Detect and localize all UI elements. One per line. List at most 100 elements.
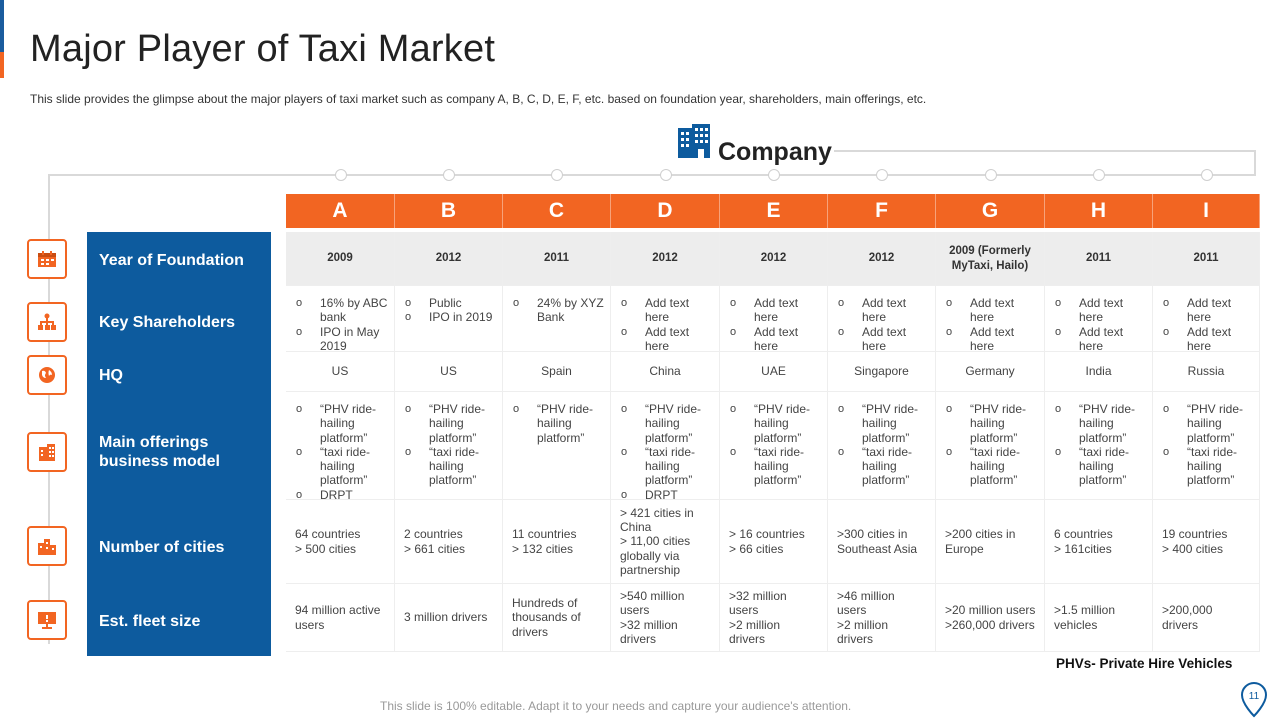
bullet-list: Add text hereAdd text here	[936, 286, 1044, 353]
list-item: Add text here	[945, 296, 1038, 325]
cell-hq-i: Russia	[1153, 352, 1260, 392]
cell-shareholders-c: 24% by XYZ Bank	[503, 286, 611, 352]
cell-shareholders-e: Add text hereAdd text here	[720, 286, 828, 354]
cell-fleet-i: >200,000 drivers	[1153, 584, 1260, 652]
cell-hq-h: India	[1045, 352, 1153, 392]
cell-line: 94 million active users	[295, 603, 381, 632]
cell-fleet-e: >32 million users >2 million drivers	[720, 584, 828, 652]
cell-cities-g: >200 cities in Europe	[936, 500, 1045, 584]
cell-shareholders-f: Add text hereAdd text here	[828, 286, 936, 353]
cell-line: 64 countries	[295, 527, 361, 542]
cell-fleet-g: >20 million users >260,000 drivers	[936, 584, 1045, 652]
connector-dot	[984, 169, 997, 181]
cell-fleet-b: 3 million drivers	[395, 584, 503, 652]
cell-offerings-g: “PHV ride-hailing platform”“taxi ride-ha…	[936, 392, 1045, 500]
cell-text: 2009	[327, 252, 353, 265]
list-item: “taxi ride-hailing platform”	[1162, 445, 1253, 488]
cell-year-g: 2009 (Formerly MyTaxi, Hailo)	[936, 232, 1045, 286]
list-item: Add text here	[1054, 296, 1146, 325]
cell-line: Hundreds of thousands of drivers	[512, 596, 581, 639]
list-item: Add text here	[620, 296, 713, 325]
bullet-list: Add text hereAdd text here	[1153, 286, 1259, 353]
cell-year-c: 2011	[503, 232, 611, 286]
list-item: “taxi ride-hailing platform”	[1054, 445, 1146, 488]
list-item: Add text here	[729, 325, 821, 354]
connector-dot	[659, 169, 672, 181]
cell-line: >540 million users	[620, 588, 685, 618]
cell-lines: 94 million active users	[286, 603, 394, 632]
connector-dot	[443, 169, 455, 181]
cell-text: US	[331, 364, 349, 379]
cell-cities-i: 19 countries > 400 cities	[1153, 500, 1260, 584]
cell-hq-b: US	[395, 352, 503, 392]
cell-shareholders-d: Add text hereAdd text here	[611, 286, 720, 353]
list-item: “PHV ride-hailing platform”	[1054, 402, 1146, 445]
cell-text: 2012	[868, 252, 895, 265]
row-label-hq: HQ	[99, 367, 123, 384]
cell-line: > 500 cities	[295, 541, 357, 556]
cell-line: > 132 cities	[512, 541, 574, 556]
column-header-i: I	[1153, 194, 1260, 228]
bullet-list: Add text hereAdd text here	[611, 286, 719, 353]
cell-line: > 421 cities in China	[620, 505, 694, 535]
bullet-list: PublicIPO in 2019	[395, 286, 502, 325]
cell-cities-c: 11 countries > 132 cities	[503, 500, 611, 584]
cell-offerings-i: “PHV ride-hailing platform”“taxi ride-ha…	[1153, 392, 1260, 500]
list-item: “PHV ride-hailing platform”	[945, 402, 1038, 445]
list-item: IPO in 2019	[404, 310, 496, 325]
list-item: “PHV ride-hailing platform”	[1162, 402, 1253, 445]
presentation-icon	[27, 600, 67, 640]
cell-lines: > 421 cities in China > 11,00 cities glob…	[611, 506, 719, 577]
cell-text: Spain	[541, 364, 572, 379]
cell-cities-b: 2 countries > 661 cities	[395, 500, 503, 584]
cell-hq-f: Singapore	[828, 352, 936, 392]
row-label-shareholders: Key Shareholders	[99, 314, 236, 331]
cell-text: 2012	[652, 252, 678, 265]
cell-lines: 6 countries > 161cities	[1045, 527, 1121, 556]
list-item: “taxi ride-hailing platform”	[945, 445, 1038, 488]
bullet-list: Add text hereAdd text here	[1045, 286, 1152, 353]
list-item: DRPT	[295, 488, 388, 503]
connector-dot	[551, 169, 563, 181]
column-header-g: G	[936, 194, 1045, 228]
cell-year-a: 2009	[286, 232, 395, 286]
cell-offerings-f: “PHV ride-hailing platform”“taxi ride-ha…	[828, 392, 936, 500]
slide-subtitle: This slide provides the glimpse about th…	[30, 92, 927, 106]
cell-line: >200,000 drivers	[1162, 603, 1213, 632]
bullet-list: “PHV ride-hailing platform”“taxi ride-ha…	[936, 392, 1044, 488]
cell-year-f: 2012	[828, 232, 936, 286]
cell-lines: >46 million users >2 million drivers	[828, 589, 935, 646]
cell-shareholders-i: Add text hereAdd text here	[1153, 286, 1260, 353]
row-label-cities: Number of cities	[99, 539, 225, 556]
list-item: Add text here	[837, 296, 929, 325]
row-label-fleet: Est. fleet size	[99, 613, 201, 630]
list-item: “taxi ride-hailing platform”	[837, 445, 929, 488]
cell-lines: > 16 countries > 66 cities	[720, 527, 813, 556]
connector-dot	[1093, 169, 1105, 181]
cell-year-e: 2012	[720, 232, 828, 286]
cell-text: Singapore	[854, 364, 909, 379]
buildings-icon	[678, 124, 710, 158]
cell-line: > 661 cities	[404, 541, 466, 556]
footer-text: This slide is 100% editable. Adapt it to…	[380, 699, 852, 713]
list-item: IPO in May 2019	[295, 325, 388, 354]
list-item: “PHV ride-hailing platform”	[295, 402, 388, 445]
bullet-list: 16% by ABC bankIPO in May 2019	[286, 286, 394, 353]
cell-lines: 3 million drivers	[395, 610, 495, 624]
cell-line: >20 million users	[945, 603, 1036, 618]
cell-offerings-e: “PHV ride-hailing platform”“taxi ride-ha…	[720, 392, 828, 500]
cell-line: >200 cities in Europe	[945, 527, 1016, 556]
list-item: Add text here	[620, 325, 713, 354]
cell-line: > 66 cities	[729, 541, 784, 556]
cell-lines: 64 countries > 500 cities	[286, 527, 368, 556]
cell-line: >46 million users	[837, 588, 895, 618]
list-item: Add text here	[1162, 296, 1253, 325]
list-item: DRPT	[620, 488, 713, 503]
cell-text: 2012	[760, 252, 787, 265]
cell-offerings-c: “PHV ride-hailing platform”	[503, 392, 611, 500]
cell-fleet-f: >46 million users >2 million drivers	[828, 584, 936, 652]
list-item: “PHV ride-hailing platform”	[837, 402, 929, 445]
bullet-list: “PHV ride-hailing platform”“taxi ride-ha…	[1153, 392, 1259, 488]
cell-lines: >540 million users >32 million drivers	[611, 589, 719, 646]
cell-offerings-d: “PHV ride-hailing platform”“taxi ride-ha…	[611, 392, 720, 503]
